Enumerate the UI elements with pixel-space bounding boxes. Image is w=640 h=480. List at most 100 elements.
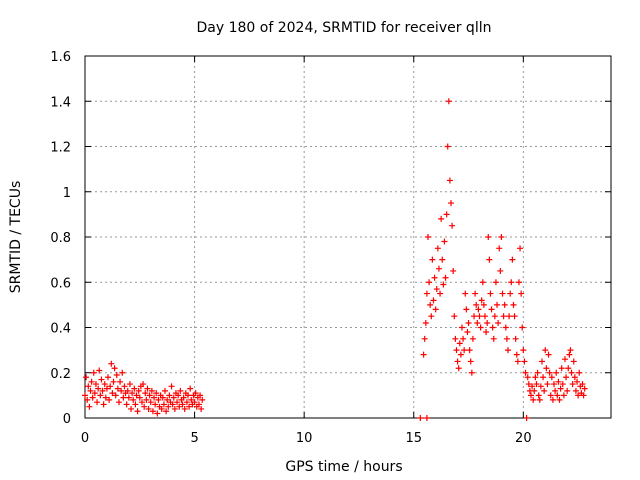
data-point [571,374,578,381]
data-point [543,365,550,372]
data-point [180,394,187,401]
data-point [89,394,96,401]
grid-lines [85,56,611,418]
data-point [140,381,147,388]
data-point [199,396,206,403]
data-point [103,385,110,392]
data-point [125,394,132,401]
data-point [533,381,540,388]
data-point [134,408,141,415]
data-point [440,281,447,288]
data-point [487,290,494,297]
data-point [540,374,547,381]
data-point [538,358,545,365]
data-point [476,313,483,320]
data-point [443,211,450,218]
data-point [510,301,517,308]
data-point [467,358,474,365]
data-point [179,401,186,408]
data-point [132,401,139,408]
data-point [423,415,430,421]
data-point [146,392,153,399]
data-point [568,369,575,376]
data-point [548,374,555,381]
data-point [83,374,90,381]
data-point [429,256,436,263]
y-tick-label: 1.2 [50,141,71,156]
data-point [453,347,460,354]
data-point [100,401,107,408]
y-axis-label: SRMTID / TECUs [8,181,24,294]
data-point [164,396,171,403]
data-point [517,245,524,252]
data-point [161,387,168,394]
data-point [91,390,98,397]
data-point [462,290,469,297]
y-tick-label: 1.6 [50,50,71,65]
data-point [94,399,101,406]
data-point [575,392,582,399]
data-point [579,381,586,388]
data-point [523,415,530,421]
data-point [175,392,182,399]
data-point [169,401,176,408]
x-tick-label: 20 [515,431,532,446]
data-point [90,369,97,376]
data-point [458,324,465,331]
data-point [441,238,448,245]
data-point [555,378,562,385]
data-point [86,403,93,410]
data-point [457,351,464,358]
data-point [547,392,554,399]
data-point [170,394,177,401]
data-point [485,234,492,240]
y-tick-label: 0.4 [50,322,71,337]
data-point [187,385,194,392]
data-point [124,387,131,394]
data-point [452,335,459,342]
data-point [118,387,125,394]
data-point [421,335,428,342]
data-point [466,347,473,354]
data-point [154,410,161,417]
data-point [424,234,431,240]
data-point [580,392,587,399]
data-point [450,267,457,274]
data-point [148,387,155,394]
data-point [535,392,542,399]
data-point [474,319,481,326]
data-point [503,335,510,342]
data-point [168,383,175,390]
data-point [464,329,471,336]
data-point [481,313,488,320]
data-point [427,301,434,308]
data-point [198,405,205,412]
data-point [435,265,442,272]
data-point [119,369,126,376]
data-point [531,387,538,394]
data-point [135,387,142,394]
data-point [486,256,493,263]
data-point [428,313,435,320]
data-point [87,387,94,394]
data-point [185,392,192,399]
data-point [158,405,165,412]
data-point [500,313,507,320]
data-point [546,369,553,376]
data-point [567,347,574,354]
chart-title: Day 180 of 2024, SRMTID for receiver qll… [197,20,492,36]
data-point [554,392,561,399]
data-point [155,396,162,403]
data-point [494,301,501,308]
data-point [188,396,195,403]
data-point [552,387,559,394]
data-point [468,369,475,376]
data-point [115,399,122,406]
data-point [551,381,558,388]
data-point [445,98,452,105]
data-point [126,381,133,388]
data-point [439,256,446,263]
data-point [518,290,525,297]
data-point [82,392,88,399]
